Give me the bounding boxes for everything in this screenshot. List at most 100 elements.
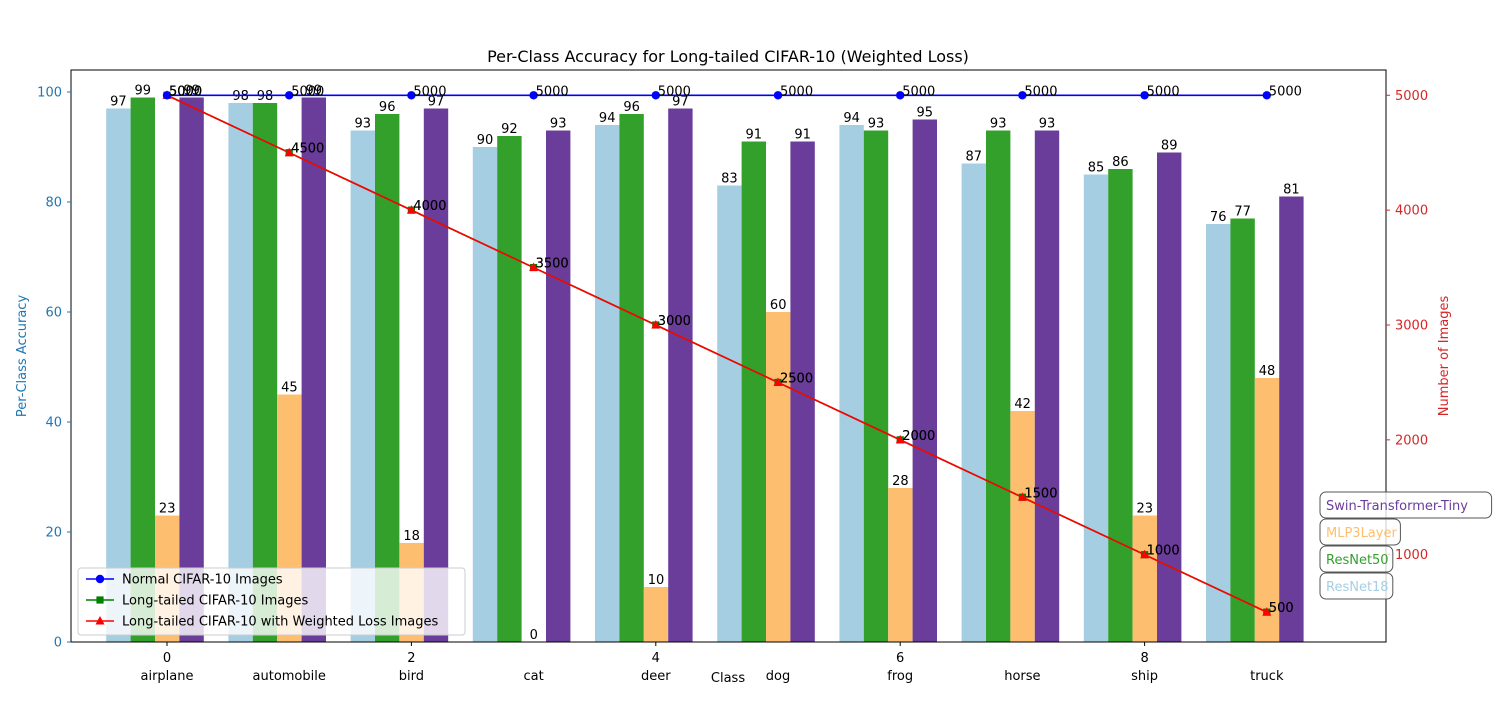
- bar-value-label: 18: [403, 529, 420, 544]
- line-value-label: 5000: [1269, 84, 1302, 99]
- line-legend-box: [77, 567, 466, 636]
- bar: [375, 114, 400, 642]
- bar-value-label: 90: [477, 133, 494, 148]
- bar-value-label: 99: [135, 84, 152, 99]
- bar: [741, 141, 766, 642]
- bar-value-label: 10: [648, 573, 665, 588]
- bar: [423, 108, 449, 642]
- line-point-triangle: [651, 319, 661, 329]
- bar-value-label: 94: [599, 111, 616, 126]
- chart-title: Per-Class Accuracy for Long-tailed CIFAR…: [487, 47, 969, 66]
- bar-legend-box: [1319, 545, 1394, 573]
- line-point-triangle: [284, 147, 294, 157]
- line-point-triangle: [1017, 492, 1027, 501]
- bar-value-label: 45: [281, 381, 298, 396]
- line-point-circle: [407, 91, 416, 100]
- line-value-label: 5000: [413, 84, 446, 99]
- y-tick-label-right: 4000: [1395, 204, 1428, 219]
- bar: [668, 108, 693, 642]
- legend-marker-triangle: [95, 616, 105, 625]
- bar-value-label: 97: [110, 95, 127, 110]
- bar-value-label: 60: [770, 298, 787, 313]
- bar-value-label: 28: [892, 474, 909, 489]
- bar-value-label: 89: [1161, 139, 1178, 154]
- category-label: bird: [399, 669, 424, 684]
- line-value-label: 1500: [1024, 486, 1057, 501]
- bar-value-label: 48: [1259, 364, 1276, 379]
- bar-value-label: 23: [1137, 502, 1154, 517]
- y-tick-label-right: 2000: [1395, 433, 1428, 448]
- bar: [717, 185, 742, 642]
- line-value-label: 2000: [902, 429, 935, 444]
- bar: [1254, 378, 1280, 642]
- bar-value-label: 94: [843, 111, 860, 126]
- line-value-label: 4000: [413, 199, 446, 214]
- bar: [888, 488, 913, 642]
- category-label: dog: [766, 669, 790, 684]
- bar: [1206, 224, 1231, 642]
- bar-value-label: 91: [746, 128, 763, 143]
- line-point-circle: [529, 91, 538, 100]
- line-value-label: 5000: [169, 84, 202, 99]
- line-point-circle: [773, 91, 783, 100]
- plot-frame: [70, 69, 1387, 643]
- category-label: deer: [641, 669, 671, 684]
- line-value-label: 4500: [291, 142, 324, 157]
- bar: [1279, 196, 1304, 642]
- bar-value-label: 86: [1112, 155, 1129, 170]
- line-point-circle: [1140, 91, 1149, 100]
- y-axis-label-left: Per-Class Accuracy: [15, 295, 30, 418]
- bar: [619, 114, 644, 642]
- bar-value-label: 93: [550, 117, 567, 132]
- bar-value-label: 97: [672, 95, 689, 110]
- legend-marker-circle: [95, 574, 105, 584]
- line-value-label: 2500: [780, 371, 813, 386]
- bar: [790, 141, 815, 642]
- category-label: airplane: [141, 669, 194, 684]
- line-value-label: 5000: [536, 84, 569, 99]
- bar-value-label: 93: [990, 117, 1007, 132]
- bar: [179, 97, 204, 642]
- bar: [1132, 515, 1157, 642]
- x-axis-label: Class: [711, 671, 745, 686]
- line-point-triangle: [406, 205, 416, 214]
- line-value-label: 5000: [658, 84, 691, 99]
- bar: [643, 587, 669, 642]
- y-tick-label-left: 0: [54, 636, 62, 651]
- line-value-label: 3000: [658, 314, 691, 329]
- bar: [961, 163, 986, 642]
- bar-value-label: 96: [623, 100, 640, 115]
- bar-value-label: 0: [530, 628, 538, 643]
- bar: [912, 119, 937, 642]
- category-label: cat: [523, 669, 543, 684]
- line-value-label: 4500: [291, 142, 324, 157]
- y-tick-label-left: 100: [37, 86, 62, 101]
- bars-layer: 97 98 93 90 94 83 94 87 85 76 99 98 96 92 96 91 93 93 86 77…: [106, 84, 1304, 643]
- line-point-triangle: [1140, 549, 1150, 559]
- category-label: automobile: [253, 669, 326, 684]
- category-label: ship: [1131, 669, 1158, 684]
- bar: [228, 103, 253, 642]
- bar: [1010, 411, 1035, 642]
- bar-legend-label: ResNet50: [1326, 553, 1389, 568]
- bar-legend-label: MLP3Layer: [1326, 526, 1397, 541]
- x-tick-label: 6: [896, 651, 904, 666]
- bar: [863, 130, 889, 642]
- bar-value-label: 92: [501, 122, 518, 137]
- bar: [350, 130, 375, 642]
- category-label: frog: [887, 669, 913, 684]
- bar-legend-label: Swin-Transformer-Tiny: [1326, 499, 1468, 514]
- line-point-circle: [162, 91, 172, 100]
- bar: [1230, 218, 1255, 642]
- bar-value-label: 23: [159, 502, 176, 517]
- line-value-label: 1500: [1024, 486, 1057, 501]
- line-point-circle: [896, 91, 905, 100]
- category-label: truck: [1250, 669, 1284, 684]
- x-tick-label: 8: [1140, 651, 1148, 666]
- bar-value-label: 96: [379, 100, 396, 115]
- line-value-label: 5000: [1024, 84, 1057, 99]
- bar-legend-box: [1319, 491, 1493, 519]
- line-point-circle: [651, 91, 660, 100]
- legend-line-label: Long-tailed CIFAR-10 with Weighted Loss …: [122, 615, 439, 630]
